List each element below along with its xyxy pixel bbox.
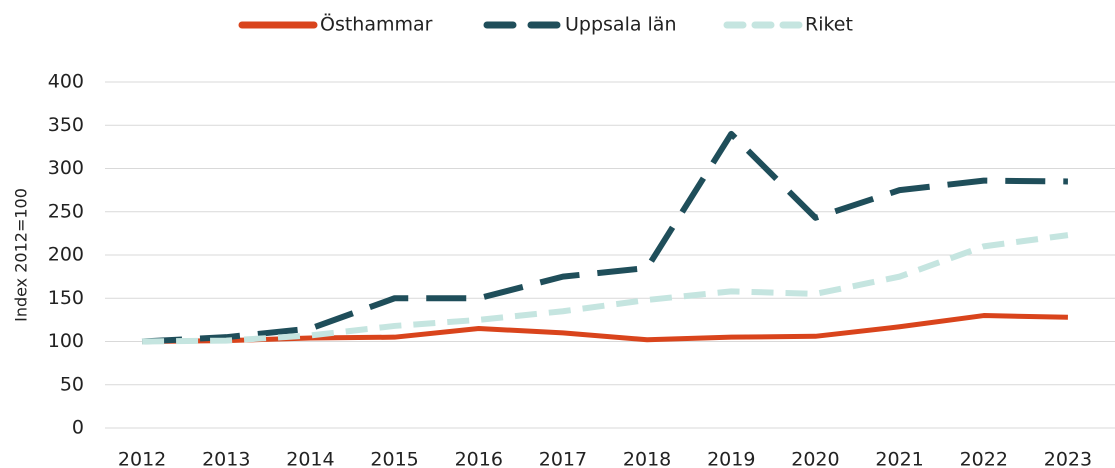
x-tick-label: 2020 bbox=[791, 449, 839, 468]
series-line bbox=[141, 130, 1068, 345]
y-axis-label: Index 2012=100 bbox=[12, 188, 31, 322]
x-tick-label: 2014 bbox=[286, 449, 334, 468]
legend-label: Uppsala län bbox=[565, 14, 677, 36]
legend-label: Riket bbox=[805, 14, 853, 36]
y-tick-label: 350 bbox=[48, 114, 84, 136]
x-tick-label: 2018 bbox=[623, 449, 671, 468]
x-tick-label: 2023 bbox=[1044, 449, 1092, 468]
legend-label: Östhammar bbox=[320, 13, 433, 36]
series-line bbox=[142, 232, 1069, 345]
x-tick-label: 2015 bbox=[370, 449, 418, 468]
y-tick-label: 200 bbox=[48, 244, 84, 266]
y-tick-label: 50 bbox=[60, 373, 84, 395]
y-tick-label: 250 bbox=[48, 200, 84, 222]
x-tick-label: 2016 bbox=[455, 449, 503, 468]
y-tick-label: 0 bbox=[72, 417, 84, 439]
x-tick-label: 2022 bbox=[960, 449, 1008, 468]
y-tick-label: 150 bbox=[48, 287, 84, 309]
y-tick-label: 300 bbox=[48, 157, 84, 179]
x-tick-label: 2013 bbox=[202, 449, 250, 468]
x-tick-label: 2017 bbox=[539, 449, 587, 468]
y-tick-label: 100 bbox=[48, 330, 84, 352]
x-tick-label: 2021 bbox=[875, 449, 923, 468]
x-tick-label: 2019 bbox=[707, 449, 755, 468]
x-tick-label: 2012 bbox=[118, 449, 166, 468]
y-tick-label: 400 bbox=[48, 71, 84, 93]
